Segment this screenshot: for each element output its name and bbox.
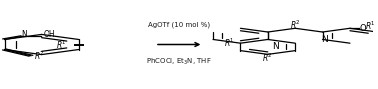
Text: PhCOCl, Et$_3$N, THF: PhCOCl, Et$_3$N, THF xyxy=(146,57,212,67)
Text: $R^2$: $R^2$ xyxy=(262,52,273,64)
Text: N: N xyxy=(321,35,328,44)
Text: $R^2$: $R^2$ xyxy=(34,50,45,62)
Text: OH: OH xyxy=(43,30,55,39)
Text: $R^2$: $R^2$ xyxy=(290,19,301,31)
Text: $R^1$: $R^1$ xyxy=(224,37,235,49)
Text: AgOTf (10 mol %): AgOTf (10 mol %) xyxy=(148,22,210,28)
Text: N: N xyxy=(272,42,279,51)
Text: $R^1$: $R^1$ xyxy=(365,19,376,32)
Text: O: O xyxy=(359,24,366,33)
Text: N: N xyxy=(21,30,26,39)
Text: $R^1$: $R^1$ xyxy=(56,38,67,51)
